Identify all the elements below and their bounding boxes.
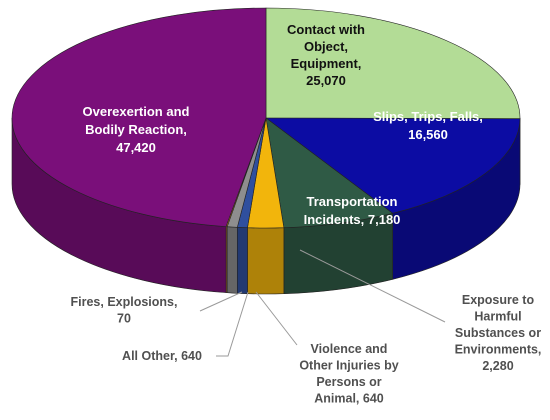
pie-sides bbox=[11, 117, 521, 295]
label-slips-line: Slips, Trips, Falls, bbox=[373, 109, 483, 124]
label-transport: Transportation Incidents, 7,180 bbox=[304, 194, 401, 227]
leader-other bbox=[216, 291, 249, 357]
side-exposure bbox=[247, 227, 285, 295]
leader-violence bbox=[255, 291, 298, 346]
pie-tops bbox=[11, 7, 521, 229]
label-overexertion-line: Bodily Reaction, bbox=[85, 122, 187, 137]
label-exposure-line: Exposure to bbox=[462, 293, 535, 307]
label-fires-line: Fires, Explosions, bbox=[71, 295, 178, 309]
slice-transport bbox=[265, 117, 394, 229]
label-fires-line: 70 bbox=[117, 312, 131, 326]
label-transport-line: Transportation bbox=[306, 194, 397, 209]
label-slips: Slips, Trips, Falls, 16,560 bbox=[373, 109, 483, 142]
label-exposure-line: Substances or bbox=[455, 326, 541, 340]
label-contact-line: Contact with bbox=[287, 22, 365, 37]
label-exposure: Exposure to Harmful Substances or Environme… bbox=[455, 293, 542, 373]
label-violence-line: Other Injuries by bbox=[299, 359, 398, 373]
side-violence bbox=[236, 226, 248, 295]
label-slips-line: 16,560 bbox=[408, 127, 448, 142]
label-contact-line: 25,070 bbox=[306, 73, 346, 88]
label-overexertion: Overexertion and Bodily Reaction, 47,420 bbox=[83, 104, 190, 155]
label-contact-line: Equipment, bbox=[291, 56, 362, 71]
slice-overexertion bbox=[11, 7, 267, 227]
label-other: All Other, 640 bbox=[122, 349, 202, 363]
label-transport-line: Incidents, 7,180 bbox=[304, 212, 401, 227]
leader-fires bbox=[199, 291, 243, 312]
label-violence-line: Persons or bbox=[316, 375, 381, 389]
slice-contact bbox=[265, 7, 521, 120]
label-contact-line: Object, bbox=[304, 39, 348, 54]
leader-lines bbox=[199, 249, 446, 357]
label-violence: Violence and Other Injuries by Persons or A… bbox=[299, 342, 398, 406]
side-other bbox=[226, 226, 238, 294]
slice-slips bbox=[265, 117, 521, 214]
label-exposure-line: 2,280 bbox=[482, 359, 513, 373]
label-overexertion-line: Overexertion and bbox=[83, 104, 190, 119]
label-violence-line: Violence and bbox=[311, 342, 388, 356]
label-fires: Fires, Explosions, 70 bbox=[71, 295, 178, 326]
leader-exposure bbox=[299, 249, 446, 323]
label-exposure-line: Harmful bbox=[474, 310, 521, 324]
label-other-line: All Other, 640 bbox=[122, 349, 202, 363]
label-contact: Contact with Object, Equipment, 25,070 bbox=[287, 22, 365, 88]
label-violence-line: Animal, 640 bbox=[314, 392, 384, 406]
slice-labels: Contact with Object, Equipment, 25,070 Slips… bbox=[71, 22, 542, 406]
label-overexertion-line: 47,420 bbox=[116, 140, 156, 155]
label-exposure-line: Environments, bbox=[455, 343, 542, 357]
